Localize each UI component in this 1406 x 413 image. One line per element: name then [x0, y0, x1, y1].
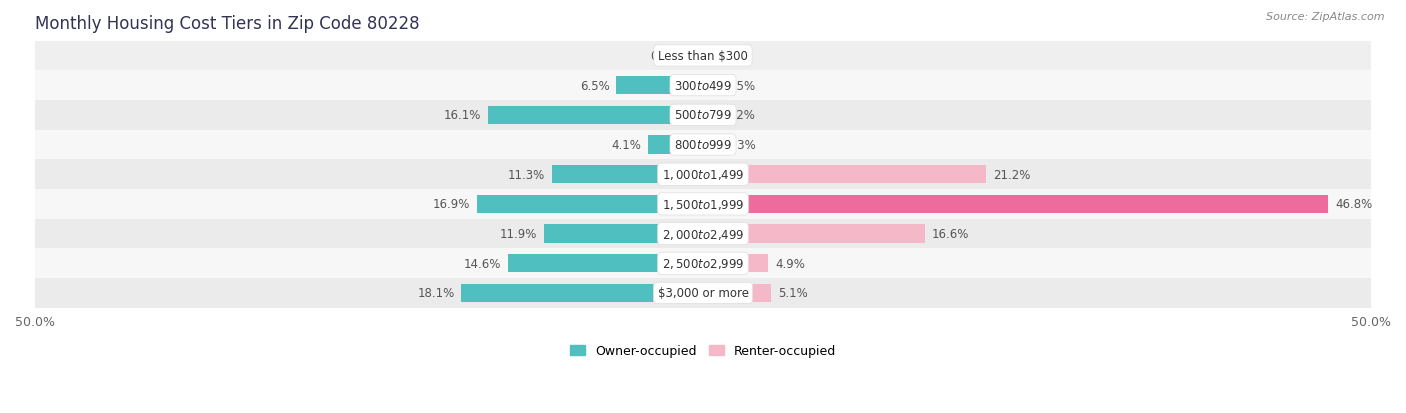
Bar: [703, 284, 770, 302]
Text: 4.9%: 4.9%: [775, 257, 806, 270]
Text: $3,000 or more: $3,000 or more: [658, 287, 748, 300]
Text: 0.5%: 0.5%: [717, 50, 747, 63]
Text: 16.9%: 16.9%: [433, 198, 471, 211]
Bar: [508, 254, 703, 273]
Bar: [35, 101, 1371, 131]
Bar: [695, 47, 703, 66]
Bar: [703, 77, 711, 95]
Bar: [35, 278, 1371, 308]
Bar: [703, 166, 986, 184]
Text: 0.64%: 0.64%: [651, 50, 688, 63]
Bar: [35, 71, 1371, 101]
Text: $1,500 to $1,999: $1,500 to $1,999: [662, 197, 744, 211]
Text: $800 to $999: $800 to $999: [673, 139, 733, 152]
Bar: [703, 136, 720, 154]
Text: $500 to $799: $500 to $799: [673, 109, 733, 122]
Text: Source: ZipAtlas.com: Source: ZipAtlas.com: [1267, 12, 1385, 22]
Text: 5.1%: 5.1%: [778, 287, 807, 300]
Bar: [544, 225, 703, 243]
Text: $2,000 to $2,499: $2,000 to $2,499: [662, 227, 744, 241]
Bar: [35, 41, 1371, 71]
Text: 11.9%: 11.9%: [501, 228, 537, 240]
Bar: [35, 190, 1371, 219]
Text: 16.1%: 16.1%: [444, 109, 481, 122]
Text: 4.1%: 4.1%: [612, 139, 641, 152]
Text: $1,000 to $1,499: $1,000 to $1,499: [662, 168, 744, 182]
Bar: [35, 160, 1371, 190]
Text: 1.2%: 1.2%: [725, 109, 755, 122]
Text: $2,500 to $2,999: $2,500 to $2,999: [662, 256, 744, 271]
Bar: [703, 254, 769, 273]
Bar: [488, 107, 703, 125]
Bar: [35, 219, 1371, 249]
Bar: [703, 225, 925, 243]
Text: 1.3%: 1.3%: [727, 139, 756, 152]
Text: Monthly Housing Cost Tiers in Zip Code 80228: Monthly Housing Cost Tiers in Zip Code 8…: [35, 15, 419, 33]
Text: 21.2%: 21.2%: [993, 168, 1031, 181]
Text: 46.8%: 46.8%: [1334, 198, 1372, 211]
Bar: [35, 131, 1371, 160]
Text: $300 to $499: $300 to $499: [673, 79, 733, 93]
Legend: Owner-occupied, Renter-occupied: Owner-occupied, Renter-occupied: [565, 339, 841, 363]
Text: 16.6%: 16.6%: [931, 228, 969, 240]
Bar: [648, 136, 703, 154]
Bar: [703, 107, 718, 125]
Text: 18.1%: 18.1%: [418, 287, 454, 300]
Text: 14.6%: 14.6%: [464, 257, 502, 270]
Text: 11.3%: 11.3%: [508, 168, 546, 181]
Bar: [616, 77, 703, 95]
Bar: [461, 284, 703, 302]
Text: 0.65%: 0.65%: [718, 79, 755, 93]
Bar: [703, 47, 710, 66]
Bar: [703, 195, 1329, 214]
Text: Less than $300: Less than $300: [658, 50, 748, 63]
Text: 6.5%: 6.5%: [579, 79, 609, 93]
Bar: [477, 195, 703, 214]
Bar: [553, 166, 703, 184]
Bar: [35, 249, 1371, 278]
